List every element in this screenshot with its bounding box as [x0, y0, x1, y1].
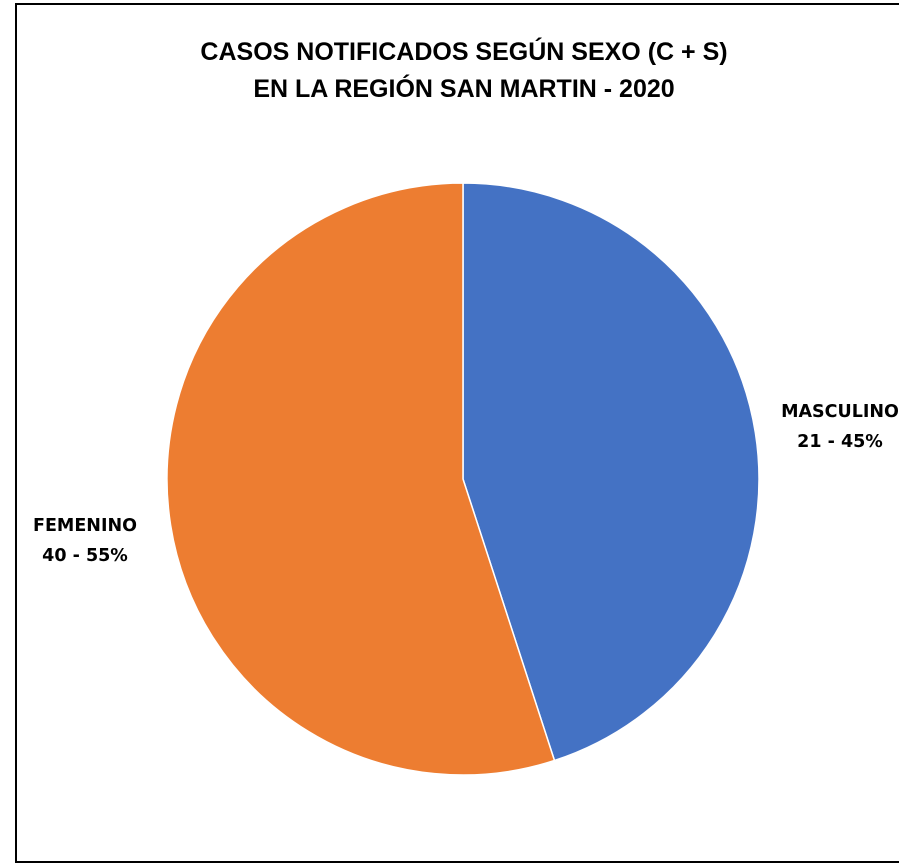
slice-label-masculino-value: 21 - 45% [797, 432, 883, 452]
chart-title-line-1: CASOS NOTIFICADOS SEGÚN SEXO (C + S) [200, 36, 727, 66]
pie-slices [166, 182, 760, 776]
pie-chart: CASOS NOTIFICADOS SEGÚN SEXO (C + S) EN … [33, 36, 899, 776]
chart-title-line-2: EN LA REGIÓN SAN MARTIN - 2020 [253, 73, 674, 103]
slice-label-femenino-value: 40 - 55% [42, 546, 128, 566]
chart-title: CASOS NOTIFICADOS SEGÚN SEXO (C + S) EN … [200, 36, 727, 103]
slice-labels: MASCULINO 21 - 45% FEMENINO 40 - 55% [33, 402, 899, 566]
slice-label-masculino-name: MASCULINO [781, 402, 899, 422]
pie-slice-masculino [462, 182, 760, 762]
pie-slice-femenino [166, 182, 556, 776]
slice-label-femenino-name: FEMENINO [33, 516, 137, 536]
